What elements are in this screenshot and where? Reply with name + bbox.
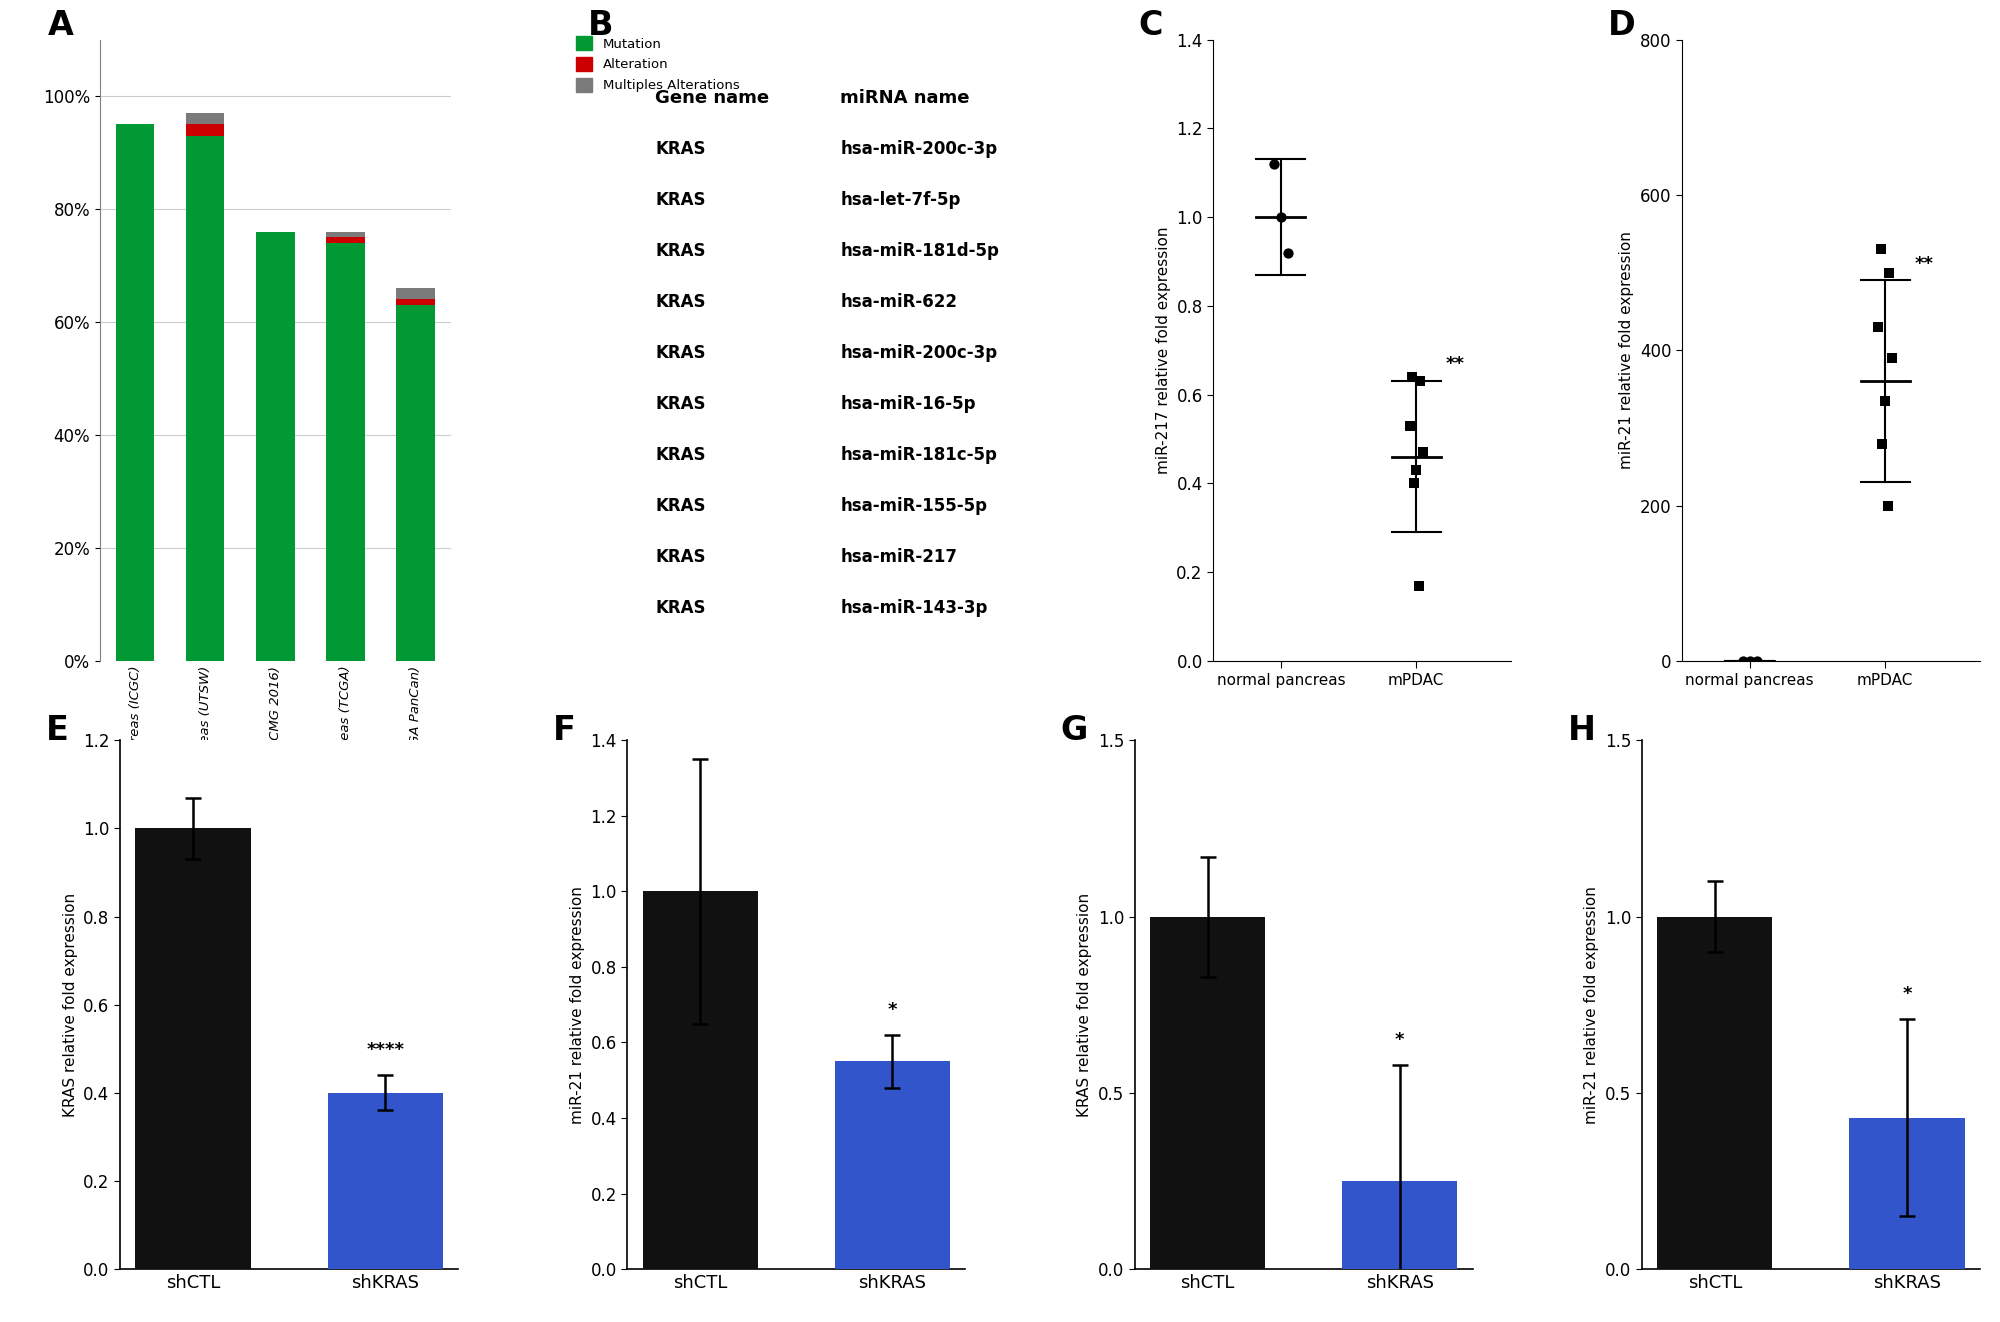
Bar (256, 231, 294, 661)
Point (1398, 473, 1430, 494)
Bar (186, 124, 224, 136)
Y-axis label: miR-21 relative fold expression: miR-21 relative fold expression (1620, 231, 1634, 469)
Text: KRAS: KRAS (656, 242, 706, 260)
Bar (116, 124, 154, 661)
Text: KRAS: KRAS (656, 344, 706, 362)
Point (1866, 239, 1898, 260)
Text: hsa-let-7f-5p: hsa-let-7f-5p (840, 192, 960, 209)
Text: *: * (1902, 985, 1912, 1003)
Bar (1150, 916, 1266, 1269)
Text: miRNA name: miRNA name (840, 90, 970, 107)
Bar (186, 136, 224, 661)
Text: ****: **** (366, 1042, 404, 1059)
Bar (1342, 1181, 1458, 1269)
Text: E: E (46, 714, 68, 747)
Text: hsa-miR-181c-5p: hsa-miR-181c-5p (840, 446, 998, 464)
Point (1400, 460, 1432, 481)
Text: **: ** (1914, 255, 1934, 272)
Text: KRAS: KRAS (656, 599, 706, 617)
Text: hsa-miR-16-5p: hsa-miR-16-5p (840, 395, 976, 412)
Point (1870, 390, 1902, 411)
Bar (834, 1062, 950, 1269)
Point (1272, 242, 1304, 263)
Y-axis label: KRAS relative fold expression: KRAS relative fold expression (62, 892, 78, 1117)
Bar (328, 1093, 442, 1269)
Point (1862, 316, 1894, 337)
Text: KRAS: KRAS (656, 497, 706, 516)
Text: A: A (48, 9, 74, 41)
Point (1876, 348, 1908, 369)
Text: hsa-miR-217: hsa-miR-217 (840, 547, 958, 566)
Point (1734, 650, 1766, 672)
Bar (1658, 916, 1772, 1269)
Text: G: G (1060, 714, 1088, 747)
Text: Gene name: Gene name (656, 90, 770, 107)
Text: hsa-miR-200c-3p: hsa-miR-200c-3p (840, 344, 998, 362)
Point (1740, 650, 1772, 672)
Y-axis label: miR-21 relative fold expression: miR-21 relative fold expression (570, 886, 584, 1124)
Point (1402, 575, 1434, 596)
Bar (326, 238, 364, 243)
Y-axis label: miR-21 relative fold expression: miR-21 relative fold expression (1584, 886, 1600, 1124)
Bar (396, 300, 434, 305)
Text: *: * (1394, 1031, 1404, 1048)
Text: hsa-miR-181d-5p: hsa-miR-181d-5p (840, 242, 1000, 260)
Bar (396, 288, 434, 300)
Text: hsa-miR-200c-3p: hsa-miR-200c-3p (840, 140, 998, 159)
Text: KRAS: KRAS (656, 395, 706, 412)
Point (1404, 370, 1436, 391)
Text: C: C (1138, 9, 1164, 41)
Bar (326, 231, 364, 238)
Point (1258, 153, 1290, 175)
Text: *: * (888, 1001, 898, 1019)
Bar (1850, 1117, 1964, 1269)
Y-axis label: KRAS relative fold expression: KRAS relative fold expression (1078, 892, 1092, 1117)
Bar (396, 305, 434, 661)
Point (1264, 206, 1296, 227)
Point (1396, 366, 1428, 387)
Bar (136, 829, 250, 1269)
Text: D: D (1608, 9, 1636, 41)
Point (1726, 650, 1758, 672)
Text: hsa-miR-143-3p: hsa-miR-143-3p (840, 599, 988, 617)
Point (1874, 262, 1906, 283)
Y-axis label: miR-217 relative fold expression: miR-217 relative fold expression (1156, 226, 1170, 475)
Text: KRAS: KRAS (656, 192, 706, 209)
Bar (326, 243, 364, 661)
Point (1394, 415, 1426, 436)
Text: KRAS: KRAS (656, 140, 706, 159)
Text: hsa-miR-622: hsa-miR-622 (840, 293, 958, 311)
Text: B: B (588, 9, 614, 41)
Point (1872, 494, 1904, 516)
Text: F: F (552, 714, 576, 747)
Bar (186, 114, 224, 124)
Text: H: H (1568, 714, 1596, 747)
Bar (642, 891, 758, 1269)
Text: hsa-miR-155-5p: hsa-miR-155-5p (840, 497, 988, 516)
Text: KRAS: KRAS (656, 446, 706, 464)
Point (1408, 442, 1440, 463)
Text: KRAS: KRAS (656, 547, 706, 566)
Point (1866, 434, 1898, 455)
Legend: Mutation, Alteration, Multiples Alterations: Mutation, Alteration, Multiples Alterati… (574, 34, 742, 95)
Text: **: ** (1446, 354, 1466, 373)
Text: KRAS: KRAS (656, 293, 706, 311)
